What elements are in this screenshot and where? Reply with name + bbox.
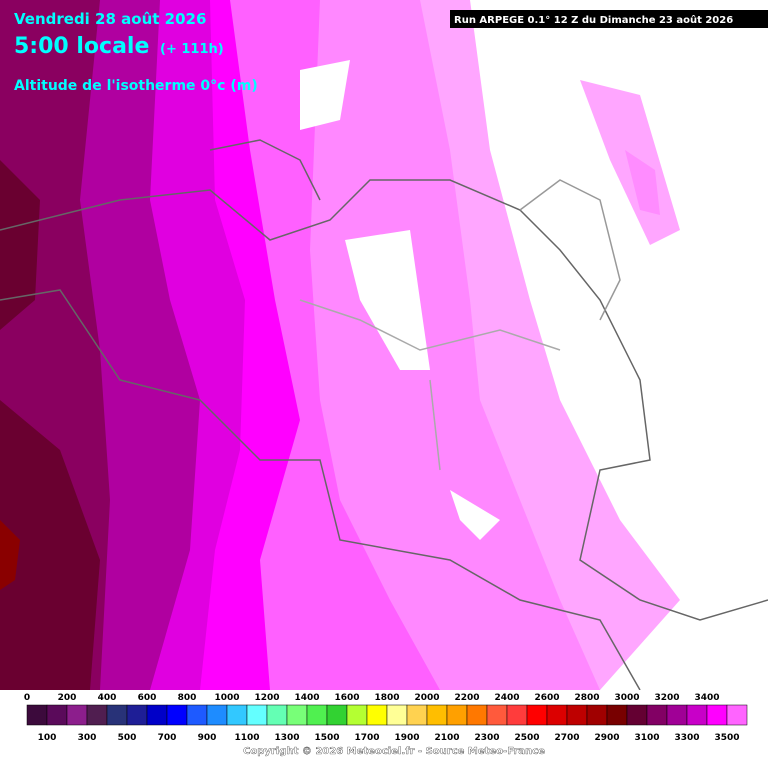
- legend-swatch: [486, 704, 508, 726]
- legend-swatch: [86, 704, 108, 726]
- legend-swatch: [626, 704, 648, 726]
- legend-swatch: [26, 704, 48, 726]
- legend-label: 2000: [414, 693, 439, 703]
- legend-swatch: [606, 704, 628, 726]
- borders: [0, 139, 768, 691]
- legend-label: 1100: [234, 733, 259, 743]
- legend-label: 3000: [614, 693, 639, 703]
- legend-background: [0, 690, 768, 768]
- legend-label: 2600: [534, 693, 559, 703]
- legend-swatch: [146, 704, 168, 726]
- legend-swatch: [166, 704, 188, 726]
- legend-label: 600: [138, 693, 157, 703]
- legend-label: 3300: [674, 733, 699, 743]
- legend-swatch: [546, 704, 568, 726]
- legend-swatch: [286, 704, 308, 726]
- legend-label: 2700: [554, 733, 579, 743]
- legend-label: 200: [58, 693, 77, 703]
- legend-label: 2100: [434, 733, 459, 743]
- legend-label: 3400: [694, 693, 719, 703]
- legend-label: 500: [118, 733, 137, 743]
- legend-label: 400: [98, 693, 117, 703]
- legend-label: 1400: [294, 693, 319, 703]
- legend-label: 1500: [314, 733, 339, 743]
- legend-swatch: [206, 704, 228, 726]
- legend-swatch: [346, 704, 368, 726]
- legend-swatch: [466, 704, 488, 726]
- legend-swatch: [726, 704, 748, 726]
- legend-label: 300: [78, 733, 97, 743]
- legend-swatch: [586, 704, 608, 726]
- legend-label: 1000: [214, 693, 239, 703]
- legend-label: 700: [158, 733, 177, 743]
- legend-label: 1600: [334, 693, 359, 703]
- legend-swatch: [406, 704, 428, 726]
- legend-swatch: [46, 704, 68, 726]
- legend-swatch: [266, 704, 288, 726]
- run-box: [450, 10, 768, 28]
- date: Vendredi 28 août 2026: [14, 10, 206, 28]
- legend-label: 1300: [274, 733, 299, 743]
- legend-label: 2800: [574, 693, 599, 703]
- legend-swatch: [646, 704, 668, 726]
- legend-label: 3500: [714, 733, 739, 743]
- legend-swatch: [186, 704, 208, 726]
- legend-label: 2300: [474, 733, 499, 743]
- legend-label: 100: [38, 733, 57, 743]
- legend-label: 3100: [634, 733, 659, 743]
- legend-swatch: [106, 704, 128, 726]
- legend-swatch: [666, 704, 688, 726]
- legend-label: 0: [24, 693, 30, 703]
- legend-swatch: [566, 704, 588, 726]
- legend-label: 1900: [394, 733, 419, 743]
- legend-label: 900: [198, 733, 217, 743]
- legend-swatch: [446, 704, 468, 726]
- legend-label: 2400: [494, 693, 519, 703]
- legend-label: 800: [178, 693, 197, 703]
- legend-swatch: [246, 704, 268, 726]
- legend-swatch: [366, 704, 388, 726]
- legend-swatch: [526, 704, 548, 726]
- legend-label: 2200: [454, 693, 479, 703]
- isotherm-field: [0, 0, 680, 690]
- legend-swatch: [306, 704, 328, 726]
- legend-label: 1700: [354, 733, 379, 743]
- run-info: Run ARPEGE 0.1° 12 Z du Dimanche 23 août…: [454, 14, 733, 26]
- legend-swatch: [506, 704, 528, 726]
- parameter: Altitude de l'isotherme 0°c (m): [14, 78, 258, 94]
- legend-label: 1800: [374, 693, 399, 703]
- copyright: Copyright © 2026 Meteociel.fr - Source M…: [243, 746, 545, 757]
- legend-swatch: [686, 704, 708, 726]
- legend-label: 1200: [254, 693, 279, 703]
- legend-swatch: [126, 704, 148, 726]
- legend-swatch: [426, 704, 448, 726]
- legend-swatch: [326, 704, 348, 726]
- legend-swatch: [226, 704, 248, 726]
- legend-swatch: [386, 704, 408, 726]
- lead-time: (+ 111h): [160, 42, 224, 57]
- legend-swatch: [66, 704, 88, 726]
- legend: 0 200 400 600 800 1000 1200 1400 1600 1800 2000 220…: [24, 693, 748, 743]
- legend-label: 2500: [514, 733, 539, 743]
- time: 5:00 locale: [14, 34, 149, 59]
- legend-label: 2900: [594, 733, 619, 743]
- legend-label: 3200: [654, 693, 679, 703]
- legend-swatch: [706, 704, 728, 726]
